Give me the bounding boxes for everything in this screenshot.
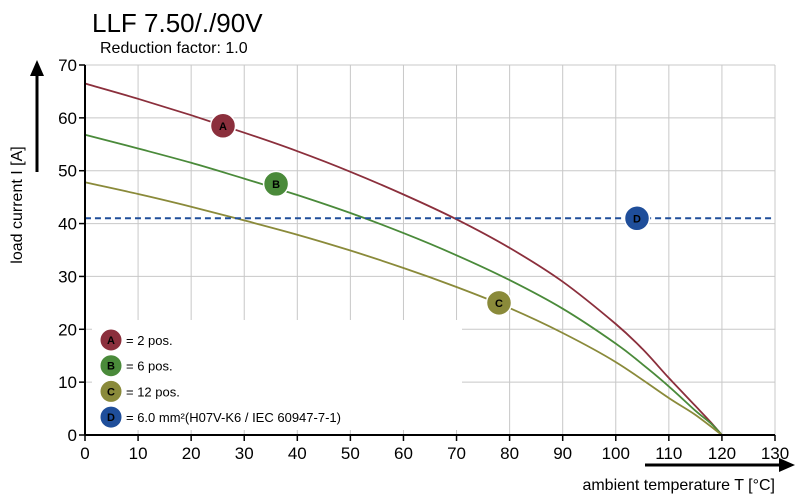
legend-marker-a: A	[107, 335, 115, 347]
x-tick-labels: 0 10 20 30 40 50 60 70 80 90 100 110 120 130	[80, 444, 789, 463]
y-tick-label: 50	[58, 162, 77, 181]
x-arrow-head	[779, 458, 795, 472]
x-tick-label: 0	[80, 444, 89, 463]
series-markers: A B C D	[209, 112, 651, 317]
x-tick-label: 110	[655, 444, 682, 463]
legend: A = 2 pos. B = 6 pos. C = 12 pos. D = 6.0 mm²(H…	[99, 328, 341, 429]
y-arrow-head	[30, 60, 44, 76]
axes	[79, 64, 776, 441]
legend-background	[92, 320, 462, 430]
marker-label-d: D	[633, 213, 641, 225]
x-tick-label: 130	[761, 444, 789, 463]
x-tick-label: 80	[500, 444, 519, 463]
y-tick-label: 0	[68, 426, 77, 445]
y-tick-label: 70	[58, 56, 77, 75]
x-tick-label: 20	[182, 444, 201, 463]
legend-entry-c: = 12 pos.	[126, 384, 180, 399]
y-tick-label: 40	[58, 215, 77, 234]
marker-c	[485, 289, 513, 317]
x-tick-label: 50	[341, 444, 360, 463]
marker-a	[209, 112, 237, 140]
marker-label-b: B	[272, 179, 280, 191]
y-tick-label: 10	[58, 373, 77, 392]
legend-swatch-c	[99, 379, 123, 403]
x-tick-label: 70	[447, 444, 466, 463]
legend-entry-d: = 6.0 mm²(H07V-K6 / IEC 60947-7-1)	[126, 410, 341, 425]
legend-marker-b: B	[107, 361, 115, 373]
series-line-c	[84, 181, 723, 436]
x-tick-label: 40	[288, 444, 307, 463]
marker-label-a: A	[219, 121, 227, 133]
legend-swatch-d	[99, 405, 123, 429]
x-tick-label: 60	[394, 444, 413, 463]
legend-entry-b: = 6 pos.	[126, 359, 173, 374]
x-tick-label: 120	[708, 444, 736, 463]
y-tick-label: 20	[58, 320, 77, 339]
x-axis-label: ambient temperature T [°C]	[582, 477, 775, 494]
marker-d	[623, 205, 651, 232]
marker-b	[262, 170, 290, 198]
series-line-b	[84, 133, 723, 436]
x-tick-label: 30	[235, 444, 254, 463]
y-axis-label: load current I [A]	[9, 146, 26, 263]
chart-title: LLF 7.50/./90V	[92, 8, 263, 38]
legend-marker-c: C	[107, 386, 115, 398]
legend-marker-d: D	[107, 412, 115, 424]
legend-swatch-a	[99, 328, 123, 352]
y-tick-label: 30	[58, 267, 77, 286]
legend-entry-a: = 2 pos.	[126, 333, 173, 348]
legend-swatch-b	[99, 354, 123, 378]
y-tick-labels: 0 10 20 30 40 50 60 70	[58, 56, 77, 445]
chart-subtitle: Reduction factor: 1.0	[100, 40, 248, 57]
x-tick-label: 10	[129, 444, 148, 463]
marker-label-c: C	[495, 298, 503, 310]
y-tick-label: 60	[58, 109, 77, 128]
x-tick-label: 90	[553, 444, 572, 463]
x-tick-label: 100	[602, 444, 630, 463]
